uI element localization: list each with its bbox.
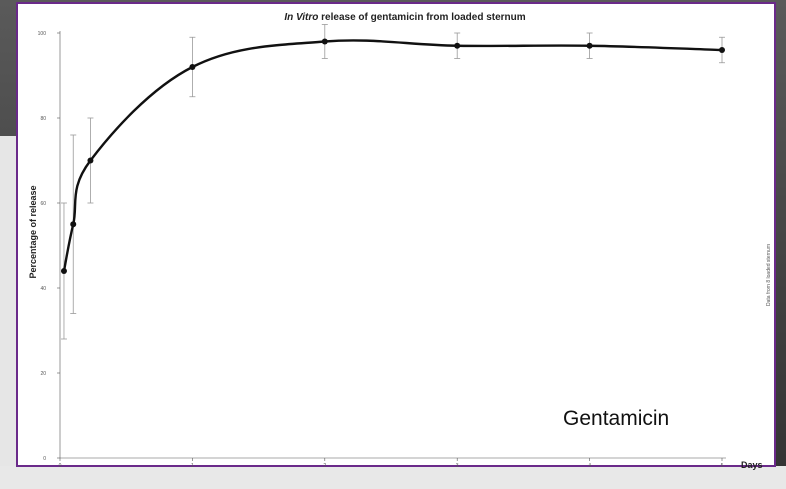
- data-point: [454, 42, 461, 49]
- chart-frame: [16, 2, 776, 467]
- gentamicin-label: Gentamicin: [563, 407, 670, 430]
- data-points: [60, 38, 725, 274]
- side-note: Data from 8 loaded sternum: [766, 244, 772, 306]
- x-tick-label: 4: [588, 463, 591, 469]
- data-point: [719, 47, 725, 53]
- data-point: [70, 221, 77, 228]
- y-axis-label: Percentage of release: [28, 185, 38, 278]
- y-tick-label: 40: [40, 286, 46, 292]
- chart-title-rest: release of gentamicin from loaded sternu…: [318, 12, 525, 23]
- chart-title-italic: In Vitro: [284, 12, 318, 23]
- data-point: [321, 38, 328, 45]
- axes: 0 20 40 60 80 100 0 1 2 3 4 5: [38, 31, 726, 469]
- left-margin-strip: [0, 136, 16, 476]
- x-tick-label: 2: [323, 463, 326, 469]
- data-point: [189, 64, 196, 70]
- x-axis-label: Days: [741, 460, 763, 470]
- y-tick-label: 80: [40, 116, 46, 122]
- release-curve: [62, 39, 723, 272]
- error-bars: [60, 24, 725, 340]
- y-tick-label: 60: [40, 201, 46, 207]
- x-tick-label: 3: [456, 463, 459, 469]
- chart-title: In Vitro release of gentamicin from load…: [284, 12, 525, 23]
- x-tick-label: 1: [191, 463, 194, 469]
- x-tick-label: 5: [721, 463, 724, 469]
- y-tick-label: 100: [38, 31, 47, 37]
- x-tick-label: 0: [59, 463, 62, 469]
- data-point: [60, 268, 67, 274]
- y-tick-label: 20: [40, 371, 46, 377]
- data-point: [87, 157, 94, 164]
- data-point: [586, 42, 593, 49]
- y-tick-label: 0: [43, 456, 46, 462]
- bottom-margin-strip: [0, 466, 786, 489]
